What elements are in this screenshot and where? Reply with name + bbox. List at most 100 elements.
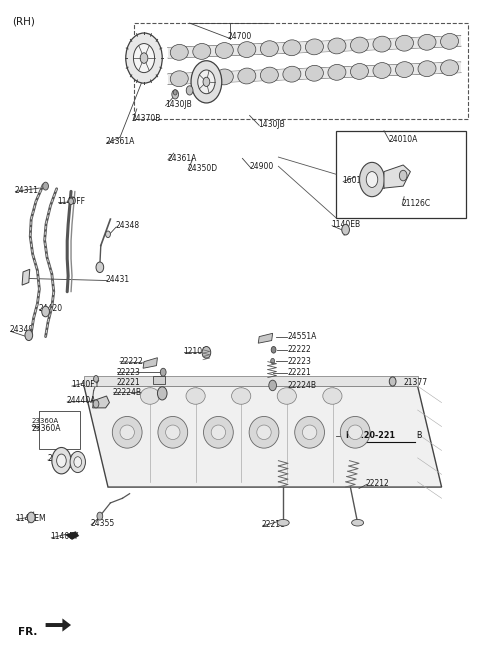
Circle shape (172, 90, 179, 99)
Text: 1601DE: 1601DE (342, 176, 372, 185)
Ellipse shape (216, 43, 233, 59)
Text: 22223: 22223 (288, 356, 312, 366)
Text: 24900: 24900 (250, 162, 274, 171)
Circle shape (360, 162, 384, 197)
Circle shape (160, 368, 166, 376)
Circle shape (191, 61, 222, 103)
Ellipse shape (418, 61, 436, 77)
Circle shape (25, 330, 33, 341)
Text: 22222: 22222 (119, 357, 143, 366)
Circle shape (202, 346, 211, 358)
Text: 24350D: 24350D (187, 164, 217, 173)
Ellipse shape (186, 388, 205, 404)
Polygon shape (22, 269, 30, 285)
Polygon shape (93, 396, 109, 408)
Polygon shape (258, 333, 273, 343)
Ellipse shape (350, 63, 369, 79)
Text: 24431: 24431 (106, 275, 130, 284)
Polygon shape (168, 62, 461, 84)
Text: B: B (417, 431, 422, 440)
Ellipse shape (249, 416, 279, 448)
Text: 24348: 24348 (115, 221, 139, 230)
Text: (RH): (RH) (12, 16, 35, 27)
Circle shape (186, 86, 193, 95)
Polygon shape (384, 165, 410, 188)
Ellipse shape (351, 519, 364, 526)
Bar (336, 131, 466, 218)
Circle shape (269, 380, 276, 391)
Ellipse shape (328, 65, 346, 81)
Text: 22221: 22221 (288, 368, 312, 378)
Text: 24440A: 24440A (66, 396, 96, 405)
Circle shape (271, 358, 275, 364)
Circle shape (97, 512, 103, 520)
Text: 24361A: 24361A (167, 154, 196, 163)
Polygon shape (84, 386, 442, 487)
Text: 22222: 22222 (288, 345, 312, 354)
Ellipse shape (193, 70, 211, 86)
Circle shape (366, 172, 378, 187)
Ellipse shape (158, 416, 188, 448)
Ellipse shape (441, 60, 458, 76)
Text: 24412F: 24412F (47, 454, 75, 463)
Ellipse shape (305, 65, 324, 81)
Text: 24010A: 24010A (389, 135, 418, 145)
Bar (134, 23, 468, 119)
Text: 22223: 22223 (116, 368, 140, 377)
Text: 22212: 22212 (366, 478, 389, 488)
Ellipse shape (170, 44, 188, 60)
Ellipse shape (305, 39, 324, 55)
Text: 22224B: 22224B (113, 388, 142, 397)
Text: 1140EM: 1140EM (15, 513, 46, 523)
Ellipse shape (418, 34, 436, 50)
Text: 24361A: 24361A (106, 137, 135, 147)
Text: 22224B: 22224B (288, 381, 317, 390)
Circle shape (399, 170, 407, 181)
Ellipse shape (302, 425, 317, 440)
Bar (153, 376, 165, 384)
Text: 24349: 24349 (10, 325, 34, 335)
Text: 23360A: 23360A (31, 424, 60, 433)
Text: 1140FY: 1140FY (71, 380, 99, 389)
Circle shape (140, 53, 148, 63)
Text: 22221: 22221 (116, 378, 140, 387)
Polygon shape (168, 36, 461, 58)
Text: 1140FY: 1140FY (50, 532, 79, 541)
Ellipse shape (112, 416, 142, 448)
Text: REF.20-221: REF.20-221 (346, 431, 396, 440)
Ellipse shape (277, 519, 289, 526)
Circle shape (157, 387, 167, 400)
Ellipse shape (283, 40, 301, 55)
Circle shape (94, 376, 98, 382)
Text: 24355: 24355 (90, 519, 115, 528)
Text: 22211: 22211 (262, 520, 285, 529)
Circle shape (74, 457, 82, 467)
Circle shape (93, 400, 99, 408)
Ellipse shape (120, 425, 134, 440)
Ellipse shape (283, 66, 301, 82)
Ellipse shape (340, 416, 370, 448)
Circle shape (389, 377, 396, 386)
Ellipse shape (204, 416, 233, 448)
Ellipse shape (350, 37, 369, 53)
Ellipse shape (216, 69, 233, 85)
Circle shape (57, 454, 66, 467)
Text: 21377: 21377 (403, 378, 427, 387)
Polygon shape (84, 376, 418, 386)
Ellipse shape (441, 34, 458, 50)
Circle shape (43, 182, 48, 190)
Ellipse shape (373, 63, 391, 79)
Text: 23360A: 23360A (31, 418, 59, 424)
Circle shape (106, 231, 110, 238)
Ellipse shape (232, 388, 251, 404)
Circle shape (96, 262, 104, 273)
Ellipse shape (238, 42, 256, 57)
Ellipse shape (396, 61, 413, 77)
Circle shape (126, 33, 162, 83)
Ellipse shape (193, 44, 211, 59)
Circle shape (42, 306, 49, 317)
Text: 1140FF: 1140FF (58, 197, 85, 206)
Text: 1430JB: 1430JB (166, 100, 192, 109)
Circle shape (198, 70, 215, 94)
Ellipse shape (295, 416, 324, 448)
